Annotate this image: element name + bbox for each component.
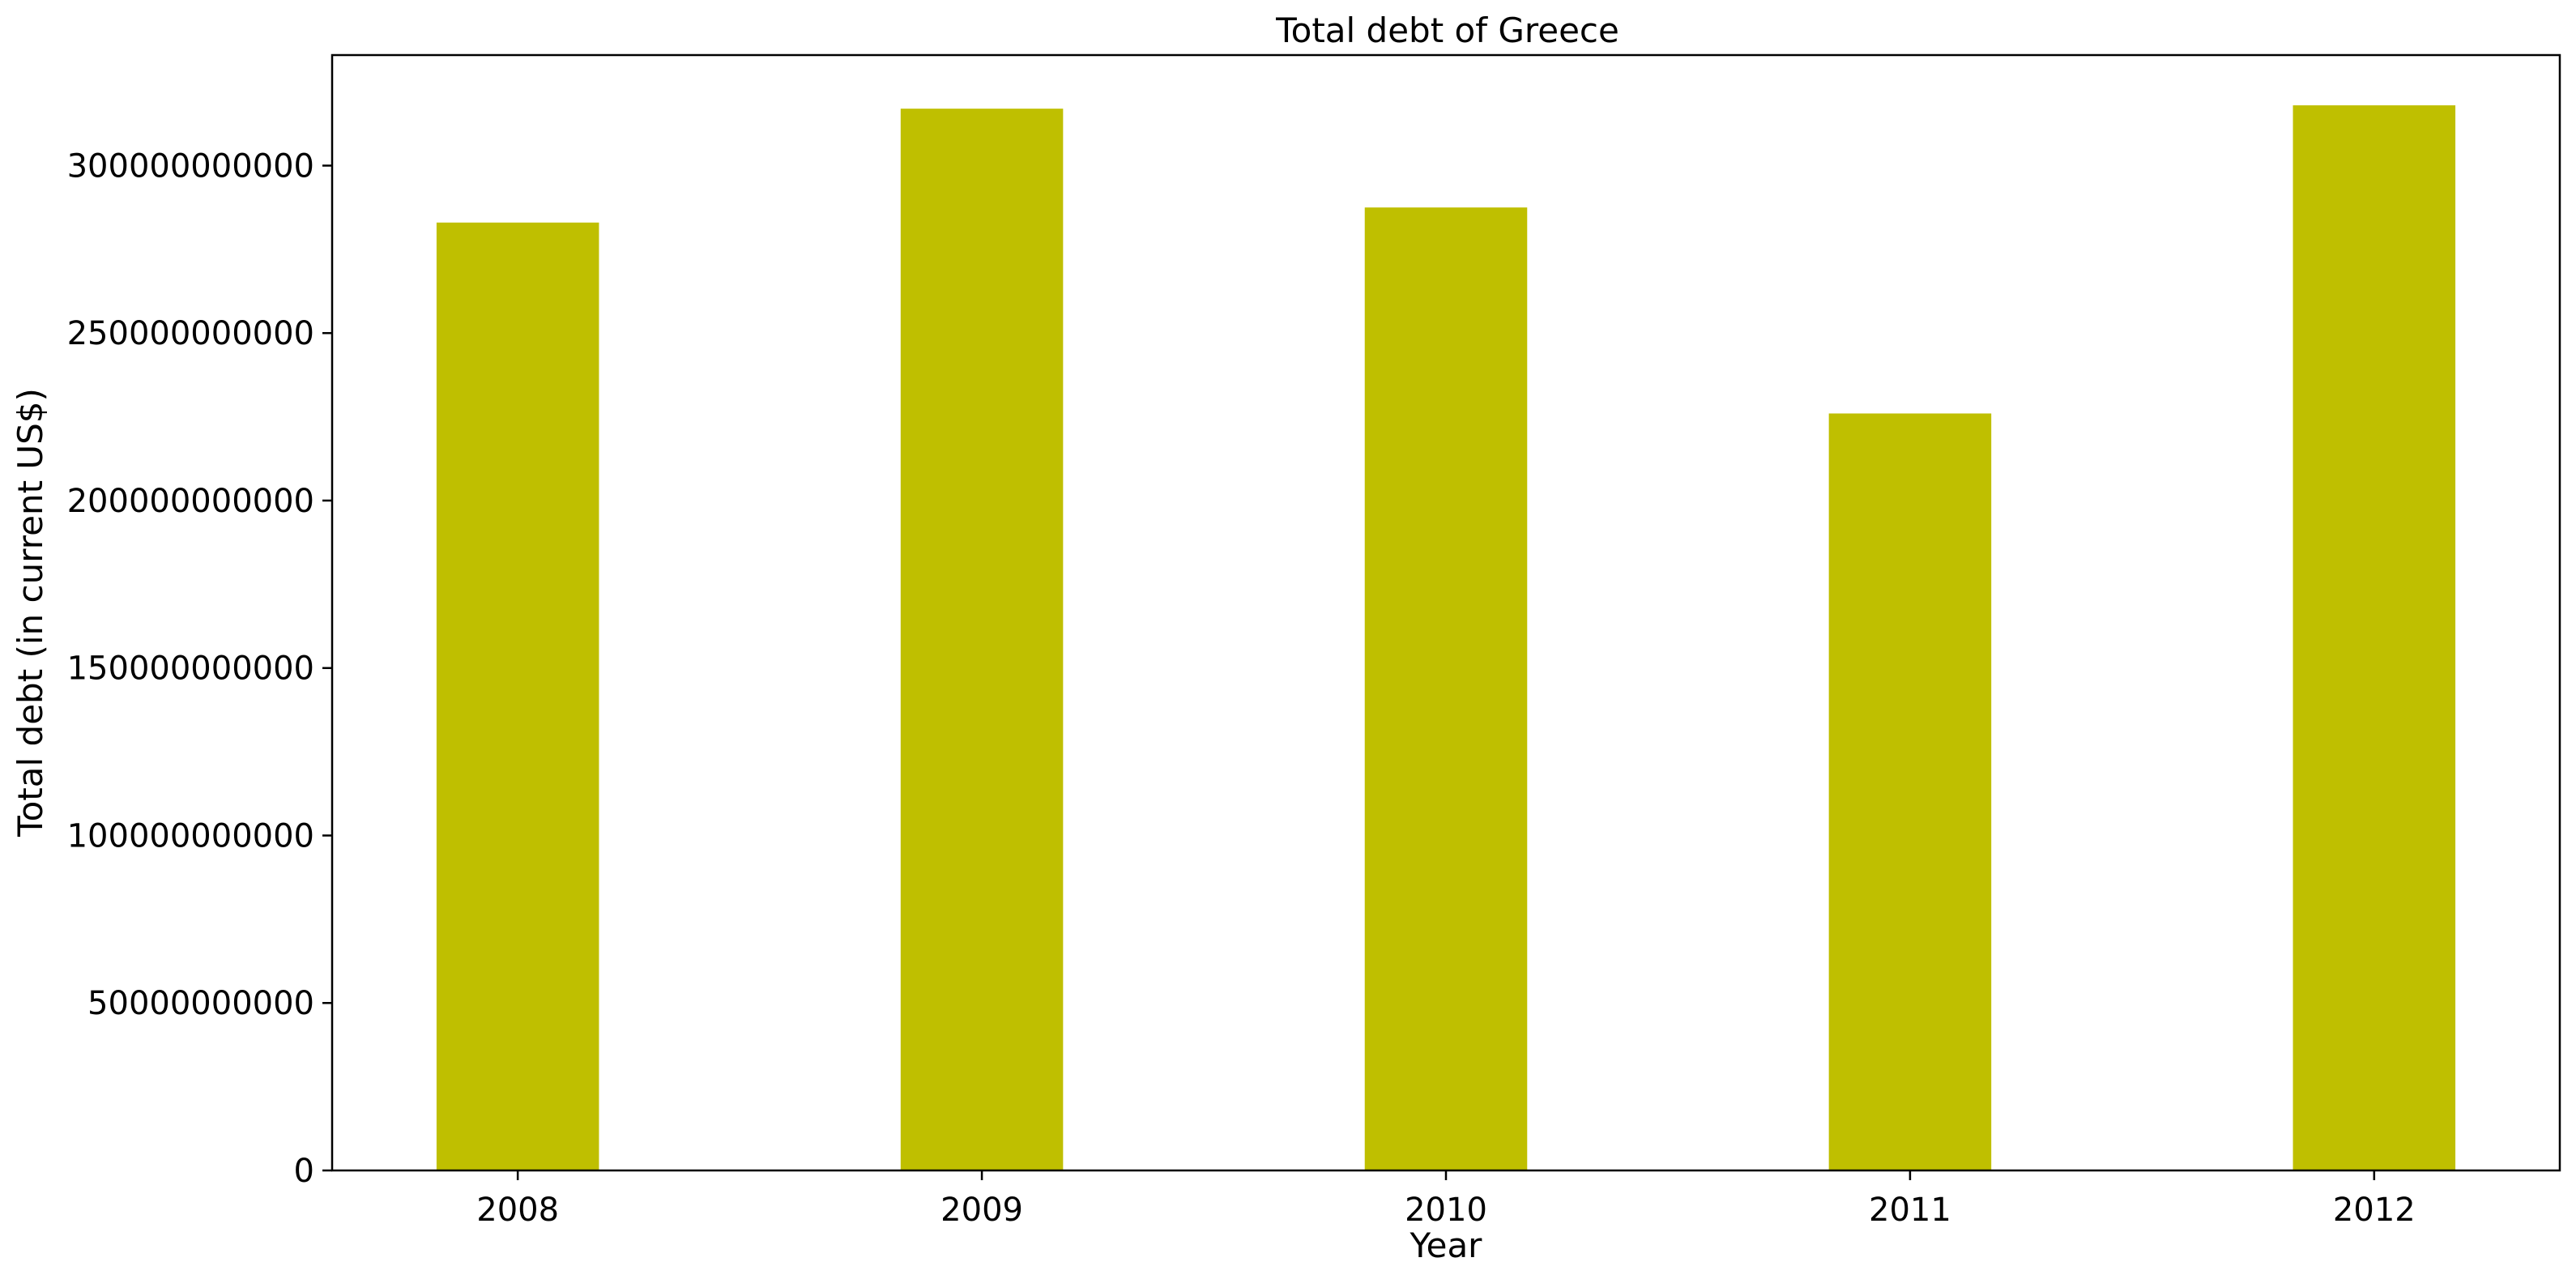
y-tick-label: 250000000000 [67,315,314,352]
bar-2010 [1364,207,1528,1170]
y-tick-label: 150000000000 [67,650,314,688]
x-tick-label: 2011 [1869,1192,1951,1229]
x-tick-label: 2009 [940,1192,1023,1229]
y-tick-label: 50000000000 [87,985,314,1022]
y-axis-ticks: 0 50000000000 100000000000 150000000000 2000… [67,147,332,1190]
bar-2009 [900,109,1064,1170]
x-axis-label: Year [1410,1226,1483,1265]
y-axis-label: Total debt (in current US$) [11,388,50,838]
x-tick-label: 2012 [2333,1192,2416,1229]
x-tick-label: 2010 [1405,1192,1487,1229]
plot-frame [331,53,2561,1172]
bars-group [436,105,2456,1171]
y-tick-label: 200000000000 [67,483,314,520]
x-tick-label: 2008 [476,1192,559,1229]
y-tick-label: 0 [294,1153,314,1190]
y-tick-label: 300000000000 [67,147,314,185]
x-axis-ticks: 2008 2009 2010 2011 2012 [476,1170,2416,1229]
bar-2012 [2292,105,2456,1170]
chart-title: Total debt of Greece [1275,11,1619,50]
bar-2011 [1828,413,1992,1171]
y-tick-label: 100000000000 [67,817,314,855]
bar-2008 [436,222,599,1170]
